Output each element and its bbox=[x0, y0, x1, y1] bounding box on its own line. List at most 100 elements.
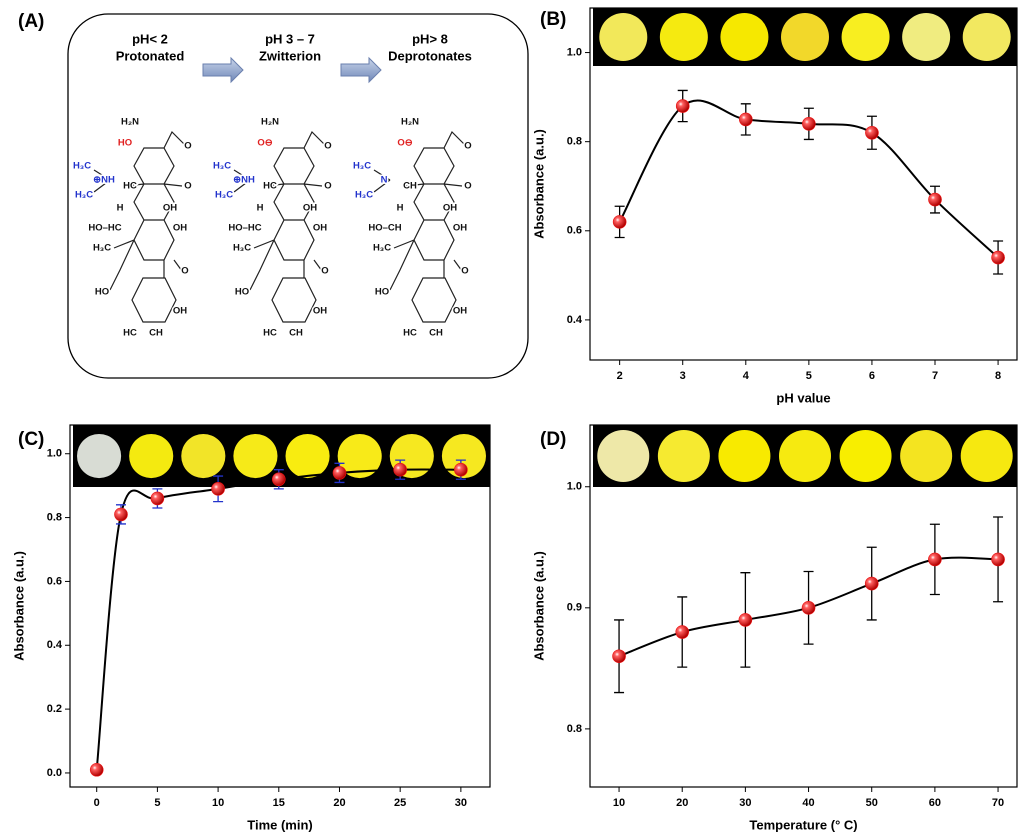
atom-label: CH bbox=[289, 328, 303, 339]
x-tick-label: 20 bbox=[676, 797, 688, 809]
atom-label: H₃C bbox=[73, 161, 91, 172]
atom-label: O⊖ bbox=[397, 138, 412, 149]
x-tick-label: 7 bbox=[932, 370, 938, 382]
data-point bbox=[929, 193, 942, 206]
data-point bbox=[613, 215, 626, 228]
x-axis-label: pH value bbox=[776, 390, 830, 405]
sample-swatch bbox=[902, 13, 950, 61]
y-tick-label: 0.9 bbox=[567, 602, 582, 614]
data-point bbox=[865, 126, 878, 139]
x-tick-label: 10 bbox=[613, 797, 625, 809]
fit-line bbox=[97, 469, 461, 769]
y-tick-label: 0.0 bbox=[47, 767, 62, 779]
sample-swatch bbox=[840, 430, 892, 482]
atom-label: CH bbox=[403, 181, 417, 192]
atom-label: H₂N bbox=[261, 117, 279, 128]
sample-swatch bbox=[233, 434, 277, 478]
atom-label: O bbox=[461, 266, 468, 277]
y-tick-label: 1.0 bbox=[567, 46, 582, 58]
y-tick-label: 0.8 bbox=[567, 136, 582, 148]
x-tick-label: 60 bbox=[929, 797, 941, 809]
step-ph: pH> 8 bbox=[412, 31, 448, 46]
sample-swatch bbox=[286, 434, 330, 478]
x-tick-label: 20 bbox=[333, 797, 345, 809]
y-tick-label: 0.8 bbox=[47, 511, 62, 523]
data-point bbox=[394, 463, 407, 476]
panel-label: (D) bbox=[540, 429, 566, 450]
x-tick-label: 0 bbox=[94, 797, 100, 809]
sample-swatch bbox=[597, 430, 649, 482]
y-tick-label: 0.6 bbox=[47, 575, 62, 587]
atom-label: H₂N bbox=[121, 117, 139, 128]
sample-swatch bbox=[129, 434, 173, 478]
panel-label: (B) bbox=[540, 9, 566, 30]
atom-label: H₃C bbox=[215, 190, 233, 201]
atom-label: HC bbox=[123, 181, 137, 192]
atom-label: O bbox=[184, 181, 191, 192]
y-axis-label: Absorbance (a.u.) bbox=[11, 551, 26, 661]
atom-label: HO bbox=[118, 138, 132, 149]
y-tick-label: 0.4 bbox=[47, 639, 63, 651]
sample-swatch bbox=[961, 430, 1013, 482]
y-tick-label: 0.4 bbox=[567, 314, 583, 326]
atom-label: H₃C bbox=[353, 161, 371, 172]
atom-label: H₃C bbox=[355, 190, 373, 201]
data-point bbox=[992, 553, 1005, 566]
y-axis-label: Absorbance (a.u.) bbox=[531, 551, 546, 661]
x-tick-label: 5 bbox=[154, 797, 160, 809]
data-point bbox=[992, 251, 1005, 264]
atom-label: H₃C bbox=[373, 243, 391, 254]
atom-label: O bbox=[321, 266, 328, 277]
data-point bbox=[865, 577, 878, 590]
atom-label: OH bbox=[173, 223, 187, 234]
sample-swatch bbox=[900, 430, 952, 482]
x-tick-label: 8 bbox=[995, 370, 1001, 382]
atom-label: OH bbox=[313, 306, 327, 317]
atom-label: HO bbox=[95, 287, 109, 298]
atom-label: ⊕NH bbox=[233, 175, 255, 186]
atom-label: OH bbox=[453, 306, 467, 317]
data-point bbox=[613, 650, 626, 663]
sample-swatch bbox=[718, 430, 770, 482]
y-tick-label: 1.0 bbox=[567, 481, 582, 493]
sample-swatch bbox=[181, 434, 225, 478]
sample-swatch bbox=[599, 13, 647, 61]
atom-label: H₃C bbox=[233, 243, 251, 254]
step-state: Protonated bbox=[116, 48, 185, 63]
data-point bbox=[802, 601, 815, 614]
sample-swatch bbox=[720, 13, 768, 61]
x-tick-label: 30 bbox=[455, 797, 467, 809]
data-point bbox=[676, 626, 689, 639]
sample-swatch bbox=[779, 430, 831, 482]
atom-label: N bbox=[381, 175, 388, 186]
sample-swatch bbox=[77, 434, 121, 478]
data-point bbox=[739, 113, 752, 126]
panel-label: (A) bbox=[18, 11, 44, 32]
data-point bbox=[333, 466, 346, 479]
atom-label: H bbox=[257, 203, 264, 214]
x-tick-label: 4 bbox=[743, 370, 750, 382]
y-tick-label: 1.0 bbox=[47, 448, 62, 460]
atom-label: H₃C bbox=[213, 161, 231, 172]
atom-label: OH bbox=[313, 223, 327, 234]
figure: (A) pH< 2ProtonatedH₂NOHOH₃C⊕NHHCOH₃CHOH… bbox=[0, 0, 1019, 834]
data-point bbox=[802, 117, 815, 130]
atom-label: CH bbox=[429, 328, 443, 339]
page: {"diagram": {"panel": "(A)", "steps": [ … bbox=[0, 0, 1019, 834]
atom-label: H₃C bbox=[75, 190, 93, 201]
atom-label: HO bbox=[375, 287, 389, 298]
data-point bbox=[114, 508, 127, 521]
x-tick-label: 10 bbox=[212, 797, 224, 809]
step-state: Zwitterion bbox=[259, 48, 321, 63]
atom-label: HC bbox=[263, 181, 277, 192]
atom-label: H bbox=[117, 203, 124, 214]
atom-label: O⊖ bbox=[257, 138, 272, 149]
x-tick-label: 15 bbox=[273, 797, 285, 809]
atom-label: H₂N bbox=[401, 117, 419, 128]
x-tick-label: 25 bbox=[394, 797, 406, 809]
sample-swatch bbox=[963, 13, 1011, 61]
atom-label: H bbox=[397, 203, 404, 214]
data-point bbox=[676, 100, 689, 113]
data-point bbox=[151, 492, 164, 505]
step-state: Deprotonates bbox=[388, 48, 472, 63]
